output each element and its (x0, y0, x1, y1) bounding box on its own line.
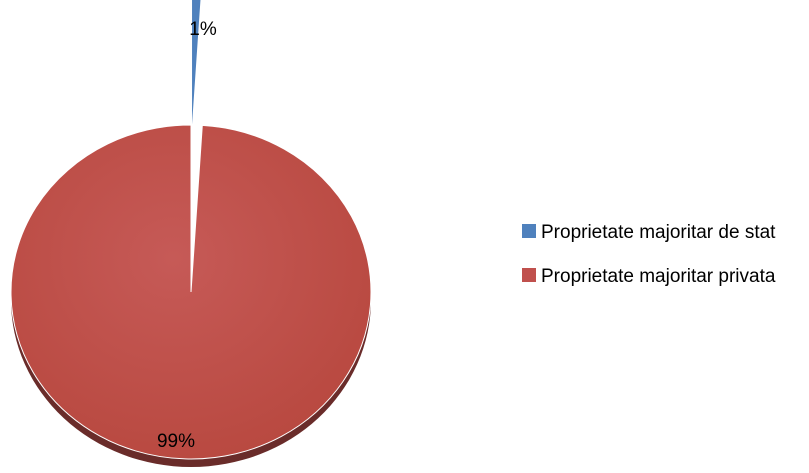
legend-swatch-stat (522, 224, 536, 238)
data-label-1: 99% (157, 431, 195, 452)
legend: Proprietate majoritar de stat Proprietat… (522, 218, 807, 306)
legend-label-stat: Proprietate majoritar de stat (541, 222, 776, 243)
legend-label-privata: Proprietate majoritar privata (541, 266, 776, 287)
pie-slice-0 (191, 0, 202, 140)
legend-swatch-privata (522, 268, 536, 282)
legend-item-privata: Proprietate majoritar privata (522, 262, 807, 291)
pie-slice-1 (10, 124, 372, 460)
legend-item-stat: Proprietate majoritar de stat (522, 218, 807, 247)
data-label-0: 1% (189, 19, 217, 40)
